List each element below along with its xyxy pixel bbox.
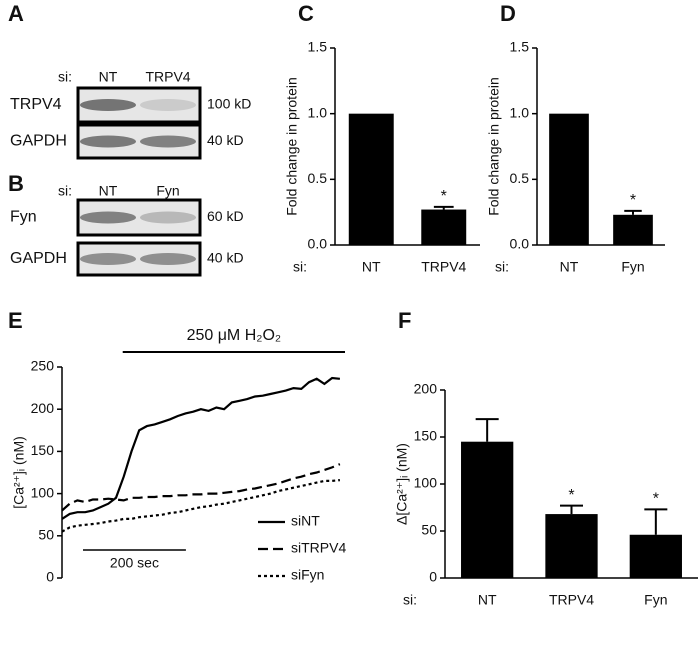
- panel-label: A: [8, 1, 24, 26]
- trace: [61, 479, 341, 533]
- lane-label: Fyn: [156, 183, 179, 199]
- x-tick-label: NT: [560, 259, 579, 275]
- y-axis-label: Δ[Ca²⁺]ᵢ (nM): [394, 443, 410, 525]
- legend-label: siNT: [291, 513, 320, 529]
- bar: [545, 514, 598, 578]
- lane-label: NT: [99, 183, 118, 199]
- legend-label: siTRPV4: [291, 540, 346, 556]
- x-tick-label: NT: [362, 259, 381, 275]
- bar: [421, 209, 467, 245]
- band: [140, 253, 196, 265]
- panel-label: C: [298, 1, 314, 26]
- y-tick-label: 100: [31, 484, 55, 500]
- y-tick-label: 0.5: [308, 170, 328, 186]
- trace: [61, 463, 341, 512]
- bar: [613, 214, 653, 245]
- y-axis-label: Fold change in protein: [284, 77, 300, 216]
- x-prefix: si:: [403, 592, 417, 608]
- significance: *: [568, 487, 574, 504]
- si-label: si:: [58, 69, 72, 85]
- y-tick-label: 1.5: [308, 39, 328, 55]
- y-tick-label: 0: [429, 569, 437, 585]
- band: [140, 99, 196, 111]
- scale-label: 200 sec: [110, 555, 159, 571]
- x-tick-label: TRPV4: [549, 592, 594, 608]
- panel-label: F: [398, 308, 411, 333]
- significance: *: [653, 491, 659, 508]
- y-tick-label: 50: [38, 527, 54, 543]
- y-tick-label: 0.0: [510, 236, 530, 252]
- bar: [348, 113, 394, 246]
- y-tick-label: 1.5: [510, 39, 530, 55]
- protein-label: TRPV4: [10, 96, 62, 113]
- size-label: 60 kD: [207, 208, 244, 224]
- band: [80, 99, 136, 111]
- y-tick-label: 100: [414, 475, 438, 491]
- lane-label: NT: [99, 69, 118, 85]
- y-tick-label: 150: [414, 428, 438, 444]
- band: [140, 211, 196, 224]
- panel-label: E: [8, 308, 23, 333]
- bar: [549, 113, 589, 246]
- size-label: 40 kD: [207, 250, 244, 266]
- treatment-label: 250 μM H₂O₂: [187, 327, 282, 344]
- trace: [61, 376, 341, 520]
- x-tick-label: Fyn: [644, 592, 667, 608]
- panel-label: D: [500, 1, 516, 26]
- band: [80, 135, 136, 148]
- bar: [461, 441, 514, 578]
- y-tick-label: 250: [31, 358, 55, 374]
- y-tick-label: 1.0: [308, 104, 328, 120]
- x-tick-label: TRPV4: [421, 259, 466, 275]
- legend-label: siFyn: [291, 567, 324, 583]
- protein-label: Fyn: [10, 209, 37, 226]
- size-label: 40 kD: [207, 132, 244, 148]
- lane-label: TRPV4: [145, 69, 190, 85]
- significance: *: [441, 188, 447, 205]
- x-prefix: si:: [293, 259, 307, 275]
- band: [80, 211, 136, 224]
- y-tick-label: 200: [414, 381, 438, 397]
- protein-label: GAPDH: [10, 133, 67, 150]
- y-axis-label: Fold change in protein: [486, 77, 502, 216]
- x-tick-label: Fyn: [621, 259, 644, 275]
- si-label: si:: [58, 183, 72, 199]
- y-tick-label: 0.5: [510, 170, 530, 186]
- y-tick-label: 1.0: [510, 104, 530, 120]
- y-tick-label: 200: [31, 400, 55, 416]
- band: [140, 135, 196, 148]
- bar: [629, 534, 682, 578]
- y-tick-label: 150: [31, 442, 55, 458]
- y-tick-label: 50: [421, 522, 437, 538]
- significance: *: [630, 192, 636, 209]
- x-prefix: si:: [495, 259, 509, 275]
- panel-label: B: [8, 171, 24, 196]
- y-tick-label: 0: [46, 569, 54, 585]
- y-axis-label: [Ca²⁺]ᵢ (nM): [11, 436, 27, 509]
- size-label: 100 kD: [207, 96, 251, 112]
- protein-label: GAPDH: [10, 250, 67, 267]
- y-tick-label: 0.0: [308, 236, 328, 252]
- band: [80, 253, 136, 265]
- x-tick-label: NT: [478, 592, 497, 608]
